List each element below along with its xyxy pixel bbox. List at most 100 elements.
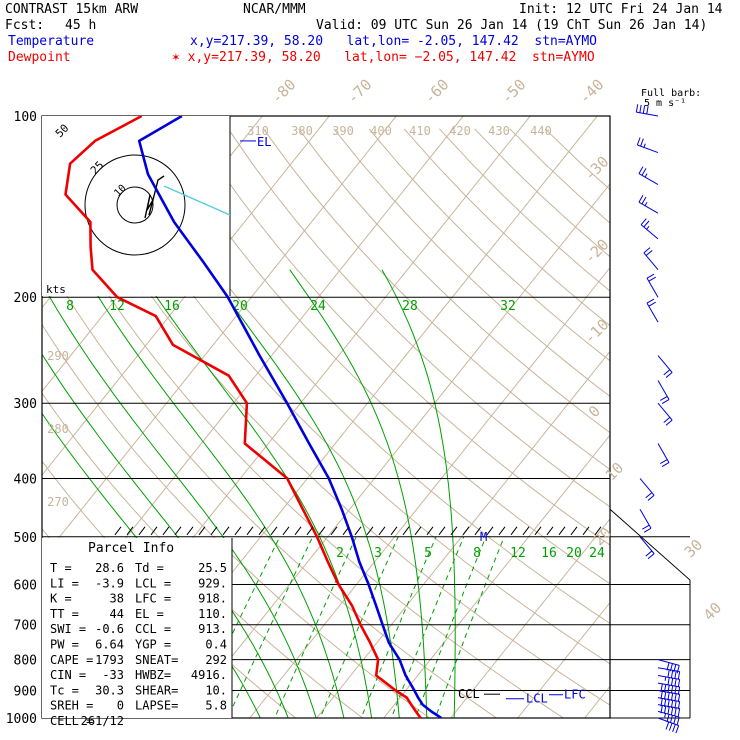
hatch-tick	[546, 526, 554, 536]
barb-staff	[657, 380, 670, 400]
barb-flag	[670, 692, 674, 702]
wind-barb	[638, 166, 659, 186]
lfc-label: LFC	[564, 688, 586, 702]
barb-staff	[657, 675, 680, 680]
barb-flag	[646, 298, 655, 304]
hatch-tick	[150, 526, 158, 536]
barb-flag	[646, 106, 649, 115]
barb-flag	[663, 684, 667, 693]
theta-label: 430	[488, 124, 510, 138]
wind-barbs: Full barb:5 m s⁻¹	[635, 88, 701, 734]
barb-flag	[663, 691, 667, 700]
wind-barb	[646, 273, 659, 298]
barb-flag	[643, 220, 650, 228]
barb-flag	[664, 676, 667, 681]
hatch-tick	[510, 526, 518, 536]
pressure-tick-label: 300	[14, 397, 37, 412]
parcel-key: EL =	[135, 607, 164, 621]
barb-flag	[669, 663, 673, 672]
parcel-key: LAPSE=	[135, 699, 178, 713]
barb-flag	[643, 527, 652, 533]
isotherm-line	[182, 183, 610, 718]
dry-adiabat-line	[298, 128, 610, 434]
isotherm-label: -30	[581, 153, 613, 185]
theta-label: 270	[47, 495, 69, 509]
hatch-tick	[318, 526, 326, 536]
parcel-key: LI =	[50, 576, 79, 590]
mixing-ratio-line	[390, 536, 465, 718]
barb-staff	[640, 224, 659, 240]
plot-frame	[41, 115, 691, 719]
mixing-ratio-lines	[191, 536, 505, 718]
barb-flag	[666, 662, 670, 671]
parcel-key: CELL =	[50, 714, 93, 728]
hatch-tick	[270, 526, 278, 536]
mixing-ratio-line	[434, 536, 505, 718]
barb-legend-units: 5 m s⁻¹	[644, 98, 686, 109]
barb-flag	[667, 699, 670, 708]
hatch-tick	[366, 526, 374, 536]
isotherm-label: -60	[421, 76, 453, 108]
parcel-key: LFC =	[135, 592, 171, 606]
hatch-tick	[594, 526, 602, 536]
dry-adiabat-line	[333, 128, 610, 398]
theta-label: 400	[370, 124, 392, 138]
barb-flag	[660, 698, 663, 707]
hodograph-rings	[84, 154, 186, 256]
wind-barb	[657, 402, 673, 426]
parcel-key: CAPE =	[50, 653, 93, 667]
barb-flag	[636, 137, 641, 146]
barb-flag	[670, 678, 674, 687]
temperature-legend: Temperature	[8, 34, 95, 49]
barb-flag	[644, 173, 648, 178]
barb-flag	[638, 166, 644, 174]
barb-flag	[668, 722, 673, 731]
level-markers: EL CCL LCL LFC M	[114, 135, 602, 706]
forecast-label: Fcst:	[5, 18, 45, 33]
mixing-ratio-line	[274, 536, 357, 718]
forecast-value: 45 h	[65, 18, 97, 33]
hatch-tick	[234, 526, 242, 536]
moist-adiabat-label: 16	[164, 299, 180, 314]
wind-barb	[640, 218, 659, 240]
barb-flag	[660, 683, 663, 692]
parcel-key: TT =	[50, 607, 79, 621]
parcel-value: 6.64	[95, 638, 124, 652]
isotherm-line	[383, 434, 610, 718]
barb-flag	[664, 713, 667, 718]
hatch-tick	[186, 526, 194, 536]
barb-flag	[645, 249, 653, 256]
parcel-box-background	[42, 538, 232, 718]
hatch-tick	[174, 526, 182, 536]
barb-flag	[674, 707, 677, 716]
hatch-tick	[126, 526, 134, 536]
barb-flag	[663, 705, 667, 714]
hatch-tick	[570, 526, 578, 536]
barb-legend-title: Full barb:	[641, 88, 701, 99]
hatch-tick	[462, 526, 470, 536]
valid-time: Valid: 09 UTC Sun 26 Jan 14 (19 ChT Sun …	[316, 18, 708, 33]
isotherm-label: -20	[581, 236, 613, 268]
barb-flag	[645, 550, 653, 557]
hatch-tick	[378, 526, 386, 536]
hatch-tick	[114, 526, 122, 536]
barb-flag	[674, 686, 677, 695]
hatch-tick	[486, 526, 494, 536]
wind-barb	[657, 717, 680, 734]
barb-flag	[661, 399, 670, 404]
parcel-key: Td =	[135, 561, 164, 575]
hatch-tick	[138, 526, 146, 536]
parcel-value: -33	[102, 668, 124, 682]
dry-adiabat-line	[42, 323, 431, 718]
barb-flag	[640, 218, 647, 226]
barb-flag	[673, 664, 677, 673]
barb-flag	[677, 679, 681, 688]
isotherm-line	[249, 266, 610, 718]
isotherm-line	[584, 685, 610, 718]
mixing-ratio-line	[227, 536, 314, 718]
isotherm-label: 40	[700, 599, 726, 625]
parcel-value: 1793	[95, 653, 124, 667]
barb-flag	[642, 524, 650, 530]
theta-label: 290	[47, 349, 69, 363]
